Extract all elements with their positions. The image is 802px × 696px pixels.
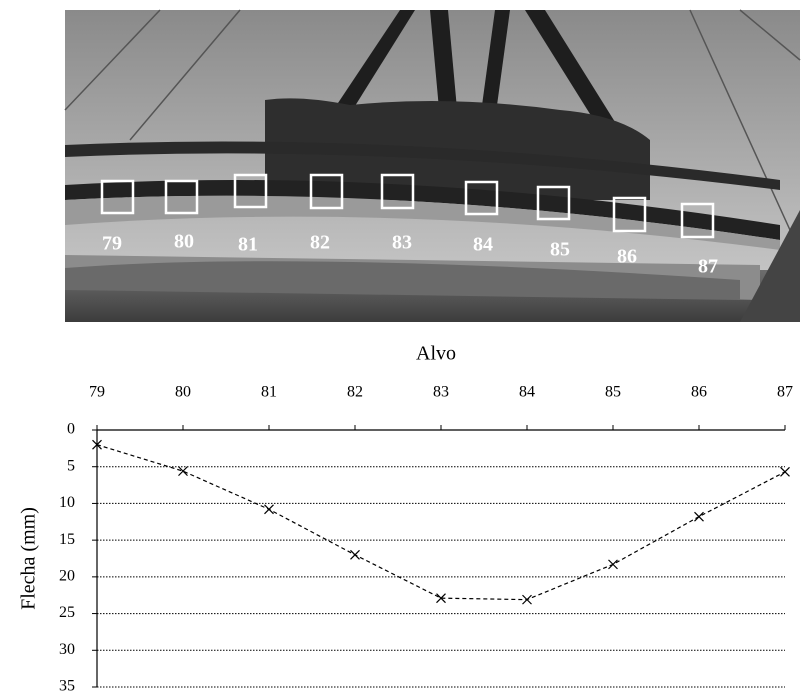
target-label: 79 xyxy=(102,233,122,255)
y-tick-label: 5 xyxy=(67,457,75,474)
x-axis-title: Alvo xyxy=(416,343,456,365)
target-label: 85 xyxy=(550,239,570,261)
y-tick-label: 15 xyxy=(59,531,75,548)
x-tick-label: 81 xyxy=(261,384,277,401)
data-point xyxy=(781,467,790,476)
y-tick-label: 0 xyxy=(67,421,75,438)
x-tick-label: 83 xyxy=(433,384,449,401)
x-tick-label: 86 xyxy=(691,384,707,401)
y-axis-title: Flecha (mm) xyxy=(18,507,40,610)
chart: 0 5 10 15 20 25 30 35 79 80 81 82 83 84 85 86 87 Alvo Flec… xyxy=(18,343,793,695)
data-point xyxy=(265,505,274,514)
y-tick-label: 25 xyxy=(59,604,75,621)
target-label: 87 xyxy=(698,256,718,278)
target-label: 84 xyxy=(473,234,493,256)
data-point xyxy=(609,560,618,569)
target-label: 83 xyxy=(392,232,412,254)
figure: 79 80 81 82 83 84 85 86 87 0 5 10 15 20 25 30 35 79 80 81 8… xyxy=(0,0,802,696)
target-label: 80 xyxy=(174,231,194,253)
x-tick-label: 79 xyxy=(89,384,105,401)
x-tick-label: 80 xyxy=(175,384,191,401)
x-tick-label: 82 xyxy=(347,384,363,401)
y-tick-label: 30 xyxy=(59,641,75,658)
x-tick-label: 85 xyxy=(605,384,621,401)
data-point xyxy=(523,595,532,604)
bridge-photo: 79 80 81 82 83 84 85 86 87 xyxy=(65,10,800,322)
data-point xyxy=(179,467,188,476)
y-tick-label: 35 xyxy=(59,678,75,695)
target-label: 81 xyxy=(238,234,258,256)
x-tick-label: 84 xyxy=(519,384,535,401)
x-tick-label: 87 xyxy=(777,384,793,401)
y-tick-label: 10 xyxy=(59,494,75,511)
data-point xyxy=(695,512,704,521)
target-label: 82 xyxy=(310,232,330,254)
target-label: 86 xyxy=(617,246,637,268)
data-point xyxy=(351,550,360,559)
y-tick-label: 20 xyxy=(59,568,75,585)
